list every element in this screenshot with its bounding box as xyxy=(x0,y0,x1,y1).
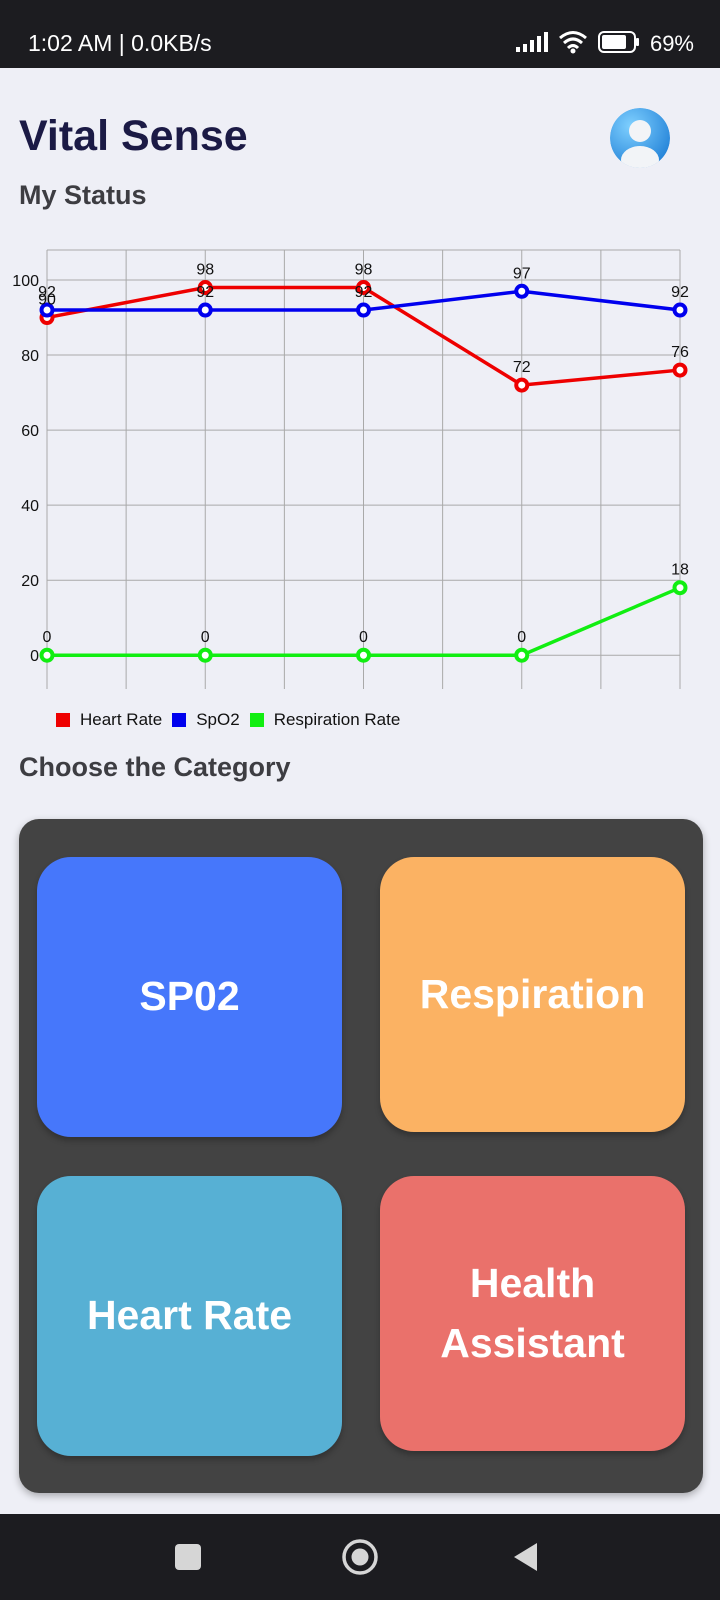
legend-item-respiration: Respiration Rate xyxy=(249,710,401,730)
heart-rate-category-button[interactable]: Heart Rate xyxy=(37,1176,342,1456)
data-point xyxy=(514,647,530,663)
data-label: 0 xyxy=(517,629,526,646)
category-panel: SP02 Respiration Heart Rate Health Assis… xyxy=(19,819,703,1493)
data-point xyxy=(356,280,371,296)
data-label: 92 xyxy=(355,284,373,301)
data-label: 18 xyxy=(671,562,689,579)
status-bar: 1:02 AM | 0.0KB/s xyxy=(0,0,720,68)
legend-swatch xyxy=(172,713,187,727)
my-status-title: My Status xyxy=(19,180,147,210)
legend-swatch xyxy=(249,713,264,727)
data-label: 92 xyxy=(196,284,214,301)
back-icon[interactable] xyxy=(505,1536,547,1578)
user-avatar-icon[interactable] xyxy=(610,108,670,168)
y-tick-label: 100 xyxy=(12,273,39,290)
y-tick-label: 40 xyxy=(21,498,39,515)
app-title: Vital Sense xyxy=(19,112,248,160)
data-label: 90 xyxy=(38,292,56,309)
legend-swatch xyxy=(56,713,70,727)
data-point xyxy=(514,283,530,299)
navigation-bar xyxy=(0,1514,720,1600)
data-label: 0 xyxy=(201,629,210,646)
signal-icon xyxy=(515,31,548,57)
battery-icon xyxy=(597,30,640,58)
heart-rate-label: Heart Rate xyxy=(86,1292,293,1339)
y-tick-label: 0 xyxy=(30,648,39,665)
legend-label: Respiration Rate xyxy=(273,710,401,729)
y-tick-label: 20 xyxy=(21,573,39,590)
data-label: 0 xyxy=(43,629,52,646)
data-label: 76 xyxy=(671,344,689,361)
home-icon[interactable] xyxy=(339,1536,381,1578)
data-point xyxy=(672,302,688,318)
legend-item-spo2: SpO2 xyxy=(172,710,240,730)
wifi-icon xyxy=(558,30,588,59)
recent-apps-icon[interactable] xyxy=(167,1536,209,1578)
chart-legend: Heart Rate SpO2 Respiration Rate xyxy=(56,710,410,730)
data-point xyxy=(672,580,688,596)
data-point xyxy=(672,362,688,378)
data-point xyxy=(356,647,371,663)
data-label: 0 xyxy=(359,629,368,646)
legend-label: Heart Rate xyxy=(80,710,163,729)
status-icons: 69% xyxy=(515,30,694,59)
sp02-label: SP02 xyxy=(139,973,240,1020)
status-time: 1:02 AM | 0.0KB/s xyxy=(28,30,212,56)
data-point xyxy=(39,647,55,663)
health-assistant-label: Health Assistant xyxy=(440,1260,625,1366)
data-label: 92 xyxy=(671,284,689,301)
data-label: 97 xyxy=(513,265,531,282)
data-label: 98 xyxy=(196,262,214,279)
respiration-label: Respiration xyxy=(419,970,646,1017)
data-point xyxy=(197,647,213,663)
data-label: 92 xyxy=(38,284,56,301)
data-point xyxy=(514,377,530,393)
data-label: 72 xyxy=(513,359,531,376)
data-point xyxy=(39,302,55,318)
y-tick-label: 60 xyxy=(21,423,39,440)
respiration-category-button[interactable]: Respiration xyxy=(380,857,685,1132)
data-label: 98 xyxy=(355,262,373,279)
battery-percentage: 69% xyxy=(649,31,694,56)
health-assistant-category-button[interactable]: Health Assistant xyxy=(380,1176,685,1451)
data-point xyxy=(356,302,371,318)
legend-label: SpO2 xyxy=(196,710,240,729)
sp02-category-button[interactable]: SP02 xyxy=(37,857,342,1137)
data-point xyxy=(197,280,213,296)
y-tick-label: 80 xyxy=(21,348,39,365)
legend-item-heart-rate: Heart Rate xyxy=(56,710,162,730)
data-point xyxy=(197,302,213,318)
choose-category-title: Choose the Category xyxy=(19,752,291,782)
